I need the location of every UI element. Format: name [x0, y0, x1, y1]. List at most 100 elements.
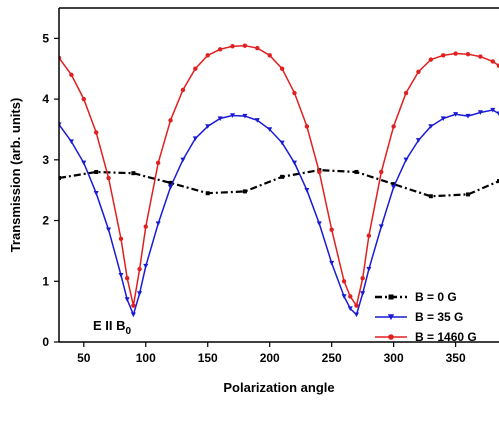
- annotation-e-parallel-b0: E II B0: [93, 318, 132, 337]
- y-axis-title: Transmission (arb. units): [8, 98, 23, 253]
- series-3-point: [106, 175, 111, 181]
- series-3-point: [428, 57, 434, 62]
- x-tick-label: 300: [384, 351, 404, 365]
- legend-item: B = 0 G: [375, 290, 457, 304]
- series-2-point: [267, 127, 273, 132]
- series-2-point: [137, 291, 143, 296]
- series-1-point: [466, 192, 471, 197]
- series-3-point: [93, 130, 99, 135]
- series-1-point: [131, 171, 136, 176]
- series-2-point: [496, 111, 499, 117]
- legend-marker: [387, 314, 395, 321]
- series-3-point: [304, 124, 310, 129]
- ticks-layer: 50 100 150 200 250 300 350 0 1 2 3 4 5: [42, 31, 466, 365]
- x-tick-label: 250: [322, 351, 342, 365]
- series-3-point: [453, 51, 458, 56]
- series-3-point: [441, 53, 446, 58]
- series-3-point: [490, 59, 496, 64]
- series-2-point: [279, 140, 285, 146]
- series-3-point: [143, 224, 148, 229]
- series-3-point: [118, 236, 124, 241]
- series-2-point: [347, 306, 353, 312]
- series-2-point: [168, 184, 174, 190]
- x-tick-label: 100: [136, 351, 156, 365]
- x-tick-label: 50: [77, 351, 91, 365]
- legend-marker: [388, 294, 394, 300]
- series-2-point: [477, 110, 483, 115]
- series-3-point: [155, 160, 161, 166]
- y-tick-label: 2: [42, 214, 49, 228]
- series-1-point: [497, 179, 499, 184]
- series-2-point: [242, 113, 248, 119]
- series-3-point: [329, 227, 334, 232]
- series-3-point: [391, 124, 396, 129]
- series-2-point: [415, 138, 421, 143]
- series-3-point: [242, 43, 248, 48]
- series-2-point: [93, 191, 99, 196]
- series-1-point: [354, 169, 359, 174]
- series-2-point: [155, 221, 161, 227]
- annotation-subscript: 0: [126, 326, 132, 337]
- series-2-point: [360, 291, 366, 296]
- series-3-point: [366, 233, 372, 238]
- legend-item: B = 35 G: [375, 310, 463, 324]
- legend-item: B = 1460 G: [375, 330, 477, 344]
- series-3-point: [205, 53, 210, 58]
- series-2-point: [106, 227, 112, 233]
- y-tick-label: 3: [42, 153, 49, 167]
- x-axis-title: Polarization angle: [223, 380, 334, 395]
- series-2-point: [490, 107, 496, 113]
- series-2-point: [118, 273, 124, 278]
- series-2-point: [316, 221, 322, 227]
- legend-label: B = 35 G: [415, 310, 463, 324]
- series-2-point: [180, 157, 186, 163]
- x-tick-label: 350: [446, 351, 466, 365]
- series-3-point: [496, 63, 499, 68]
- legend-label: B = 0 G: [415, 290, 457, 304]
- legend-label: B = 1460 G: [415, 330, 477, 344]
- series-2-point: [428, 124, 434, 129]
- series-2-point: [453, 112, 459, 117]
- series-2-point: [229, 113, 236, 118]
- series-3-point: [317, 169, 322, 175]
- x-tick-label: 150: [198, 351, 218, 365]
- series-3-point: [354, 303, 359, 308]
- series-2-point: [353, 312, 359, 318]
- series-2-point: [329, 260, 335, 266]
- series-1-point: [59, 176, 61, 181]
- series-3-point: [168, 118, 173, 123]
- series-2-point: [143, 263, 149, 269]
- series-1-point: [280, 174, 285, 179]
- series-1-point: [391, 182, 396, 187]
- series-2-point: [254, 118, 260, 123]
- series-3-point: [465, 51, 471, 57]
- series-3: [59, 43, 499, 308]
- series-1-point: [168, 180, 173, 185]
- series-2-point: [130, 312, 136, 318]
- series-1-point: [94, 169, 99, 174]
- series-2-point: [378, 224, 384, 230]
- series-3-point: [124, 276, 130, 281]
- series-3-point: [230, 44, 235, 49]
- series-3-point: [180, 87, 186, 93]
- series-2-point: [192, 136, 198, 141]
- series-2-point: [391, 184, 397, 190]
- series-2-point: [205, 124, 211, 129]
- y-tick-label: 5: [42, 31, 49, 45]
- series-1-point: [205, 191, 210, 196]
- series-2-point: [440, 116, 446, 121]
- legend: B = 0 G B = 35 G B = 1460 G: [375, 290, 477, 344]
- series-2-point: [366, 266, 372, 272]
- series-3-point: [131, 303, 136, 308]
- series-1-point: [242, 189, 247, 194]
- annotation-main-text: E II B: [93, 318, 126, 333]
- series-3-point: [279, 66, 285, 71]
- series-2-point: [124, 297, 130, 302]
- series-3-point: [341, 279, 347, 284]
- legend-marker: [388, 334, 394, 340]
- series-3-point: [348, 294, 353, 299]
- x-tick-label: 200: [260, 351, 280, 365]
- series-3-point: [217, 47, 223, 52]
- series-layer: [59, 43, 499, 318]
